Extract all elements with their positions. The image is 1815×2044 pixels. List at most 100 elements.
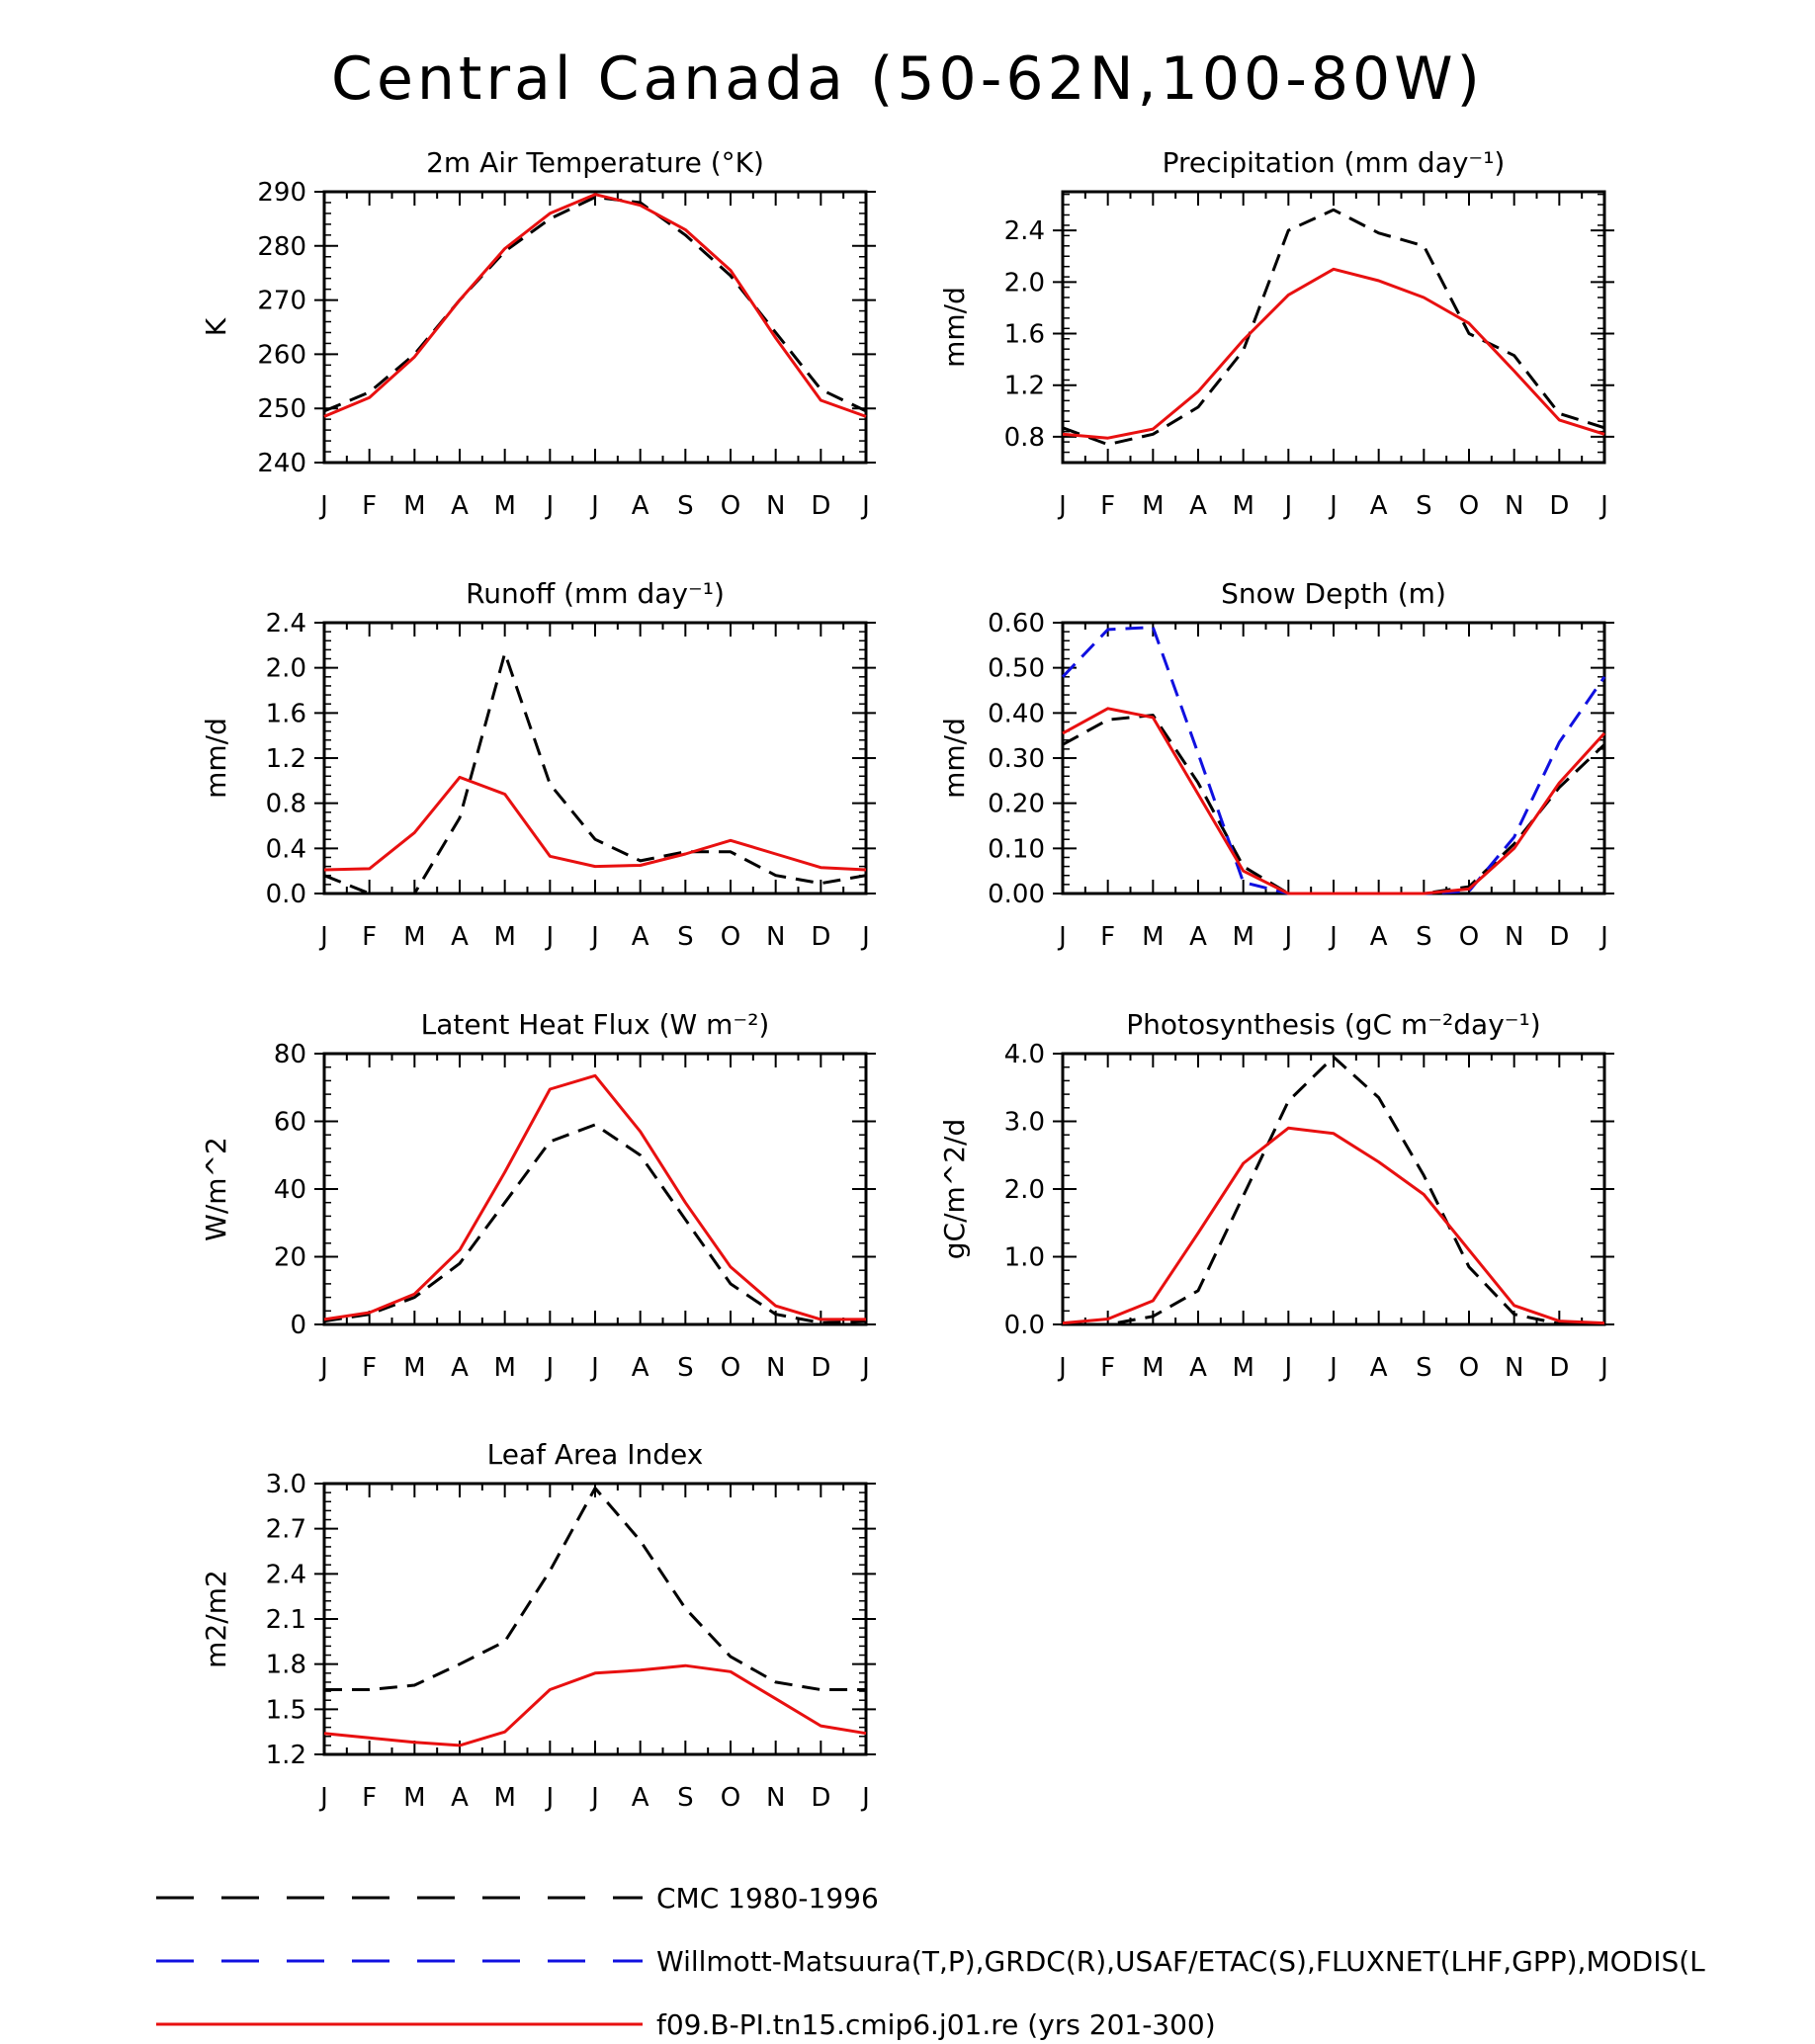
series-line-1 xyxy=(323,1123,867,1324)
x-tick-label: J xyxy=(589,1353,599,1383)
series-line-2 xyxy=(323,193,867,418)
x-tick-label: J xyxy=(860,1353,870,1383)
y-tick-label: 260 xyxy=(257,340,306,370)
y-tick-label: 3.0 xyxy=(266,1470,306,1499)
chart-title: Snow Depth (m) xyxy=(1221,577,1446,610)
x-tick-label: A xyxy=(451,491,469,521)
x-tick-label: J xyxy=(318,1783,328,1813)
x-tick-label: J xyxy=(589,491,599,521)
x-tick-label: J xyxy=(1328,922,1338,952)
x-tick-label: J xyxy=(1599,491,1608,521)
x-tick-label: F xyxy=(362,491,377,521)
legend-label: CMC 1980-1996 xyxy=(656,1882,879,1915)
series-line-1 xyxy=(323,651,867,895)
x-tick-label: A xyxy=(1189,491,1207,521)
series-line-1 xyxy=(1062,714,1606,895)
series-line-2 xyxy=(1062,1126,1605,1325)
x-tick-label: D xyxy=(1549,922,1569,952)
x-tick-label: S xyxy=(1416,1353,1432,1383)
x-tick-label: J xyxy=(544,1783,554,1813)
x-tick-label: J xyxy=(318,491,328,521)
x-tick-label: J xyxy=(860,1783,870,1813)
y-tick-label: 1.0 xyxy=(1004,1243,1045,1273)
y-tick-label: 0.8 xyxy=(1004,423,1045,453)
x-tick-label: A xyxy=(1189,1353,1207,1383)
y-tick-label: 0 xyxy=(290,1311,306,1340)
y-tick-label: 0.60 xyxy=(988,609,1045,639)
y-tick-label: 2.4 xyxy=(1004,216,1045,246)
panels: 2m Air Temperature (°K)J F M A M J J A S O N D J2902… xyxy=(200,146,1614,1813)
y-tick-label: 1.5 xyxy=(266,1695,306,1725)
x-tick-label: F xyxy=(362,1783,377,1813)
chart-panel-4: Snow Depth (m)J F M A M J J A S O N D J0.600.500.400… xyxy=(938,577,1614,952)
x-tick-label: O xyxy=(721,1353,740,1383)
series-line-2 xyxy=(323,775,867,872)
y-axis-label: mm/d xyxy=(200,718,232,799)
x-tick-label: A xyxy=(1370,1353,1388,1383)
y-tick-label: 0.0 xyxy=(266,880,306,909)
x-tick-label: J xyxy=(1599,922,1608,952)
chart-title: Runoff (mm day⁻¹) xyxy=(466,577,725,610)
x-tick-label: M xyxy=(493,922,515,952)
y-tick-label: 40 xyxy=(274,1175,306,1205)
chart-panel-1: 2m Air Temperature (°K)J F M A M J J A S O N D J2902… xyxy=(200,146,876,521)
y-tick-label: 280 xyxy=(257,232,306,262)
y-tick-label: 290 xyxy=(257,178,306,208)
x-tick-label: D xyxy=(811,1353,830,1383)
series-line-1 xyxy=(1062,208,1605,447)
x-tick-label: M xyxy=(403,922,425,952)
x-tick-label: J xyxy=(1057,491,1067,521)
x-tick-label: O xyxy=(1459,491,1479,521)
x-tick-label: D xyxy=(811,922,830,952)
y-tick-label: 0.8 xyxy=(266,790,306,819)
x-tick-label: M xyxy=(403,491,425,521)
x-tick-label: D xyxy=(811,491,830,521)
x-tick-label: O xyxy=(1459,922,1479,952)
y-axis-label: m2/m2 xyxy=(200,1570,232,1668)
plot-frame xyxy=(322,1482,868,1756)
y-tick-label: 0.10 xyxy=(988,834,1045,864)
x-tick-label: M xyxy=(493,1353,515,1383)
y-axis-label: K xyxy=(200,317,232,336)
series-line-1 xyxy=(1063,1055,1605,1326)
x-tick-label: N xyxy=(1505,922,1523,952)
y-tick-label: 0.40 xyxy=(988,699,1045,728)
y-axis-label: mm/d xyxy=(938,287,971,368)
chart-title: Precipitation (mm day⁻¹) xyxy=(1163,146,1506,179)
x-tick-label: A xyxy=(451,1783,469,1813)
x-tick-label: A xyxy=(451,922,469,952)
legend-label: Willmott-Matsuura(T,P),GRDC(R),USAF/ETAC… xyxy=(656,1945,1705,1978)
x-tick-label: S xyxy=(677,1353,694,1383)
y-tick-label: 2.4 xyxy=(266,1560,306,1589)
series-line-2 xyxy=(323,1663,867,1747)
y-tick-label: 250 xyxy=(257,394,306,424)
chart-panel-6: Photosynthesis (gC m⁻²day⁻¹)J F M A M J J A S O N D… xyxy=(938,1008,1614,1383)
y-axis-label: mm/d xyxy=(938,718,971,799)
series-line-1 xyxy=(324,1487,866,1691)
x-tick-label: N xyxy=(766,491,785,521)
series-line-3 xyxy=(1062,707,1606,895)
y-tick-label: 3.0 xyxy=(1004,1108,1045,1138)
x-tick-label: J xyxy=(318,922,328,952)
x-tick-label: A xyxy=(632,922,649,952)
x-tick-label: J xyxy=(1282,491,1292,521)
x-tick-label: F xyxy=(1100,491,1115,521)
x-tick-label: A xyxy=(1189,922,1207,952)
chart-panel-5: Latent Heat Flux (W m⁻²)J F M A M J J A S O N D J806… xyxy=(200,1008,876,1383)
x-tick-label: M xyxy=(493,491,515,521)
x-tick-label: M xyxy=(1232,1353,1253,1383)
x-tick-label: M xyxy=(1232,491,1253,521)
y-tick-label: 80 xyxy=(274,1040,306,1069)
plot-frame xyxy=(322,1052,868,1326)
plot-frame xyxy=(1061,621,1606,895)
x-tick-label: A xyxy=(632,491,649,521)
x-tick-label: S xyxy=(1416,922,1432,952)
x-tick-label: J xyxy=(589,922,599,952)
x-tick-label: F xyxy=(362,1353,377,1383)
series-line-2 xyxy=(1061,626,1606,895)
chart-title: Leaf Area Index xyxy=(487,1438,704,1471)
x-tick-label: J xyxy=(1328,491,1338,521)
y-tick-label: 2.0 xyxy=(1004,268,1045,298)
